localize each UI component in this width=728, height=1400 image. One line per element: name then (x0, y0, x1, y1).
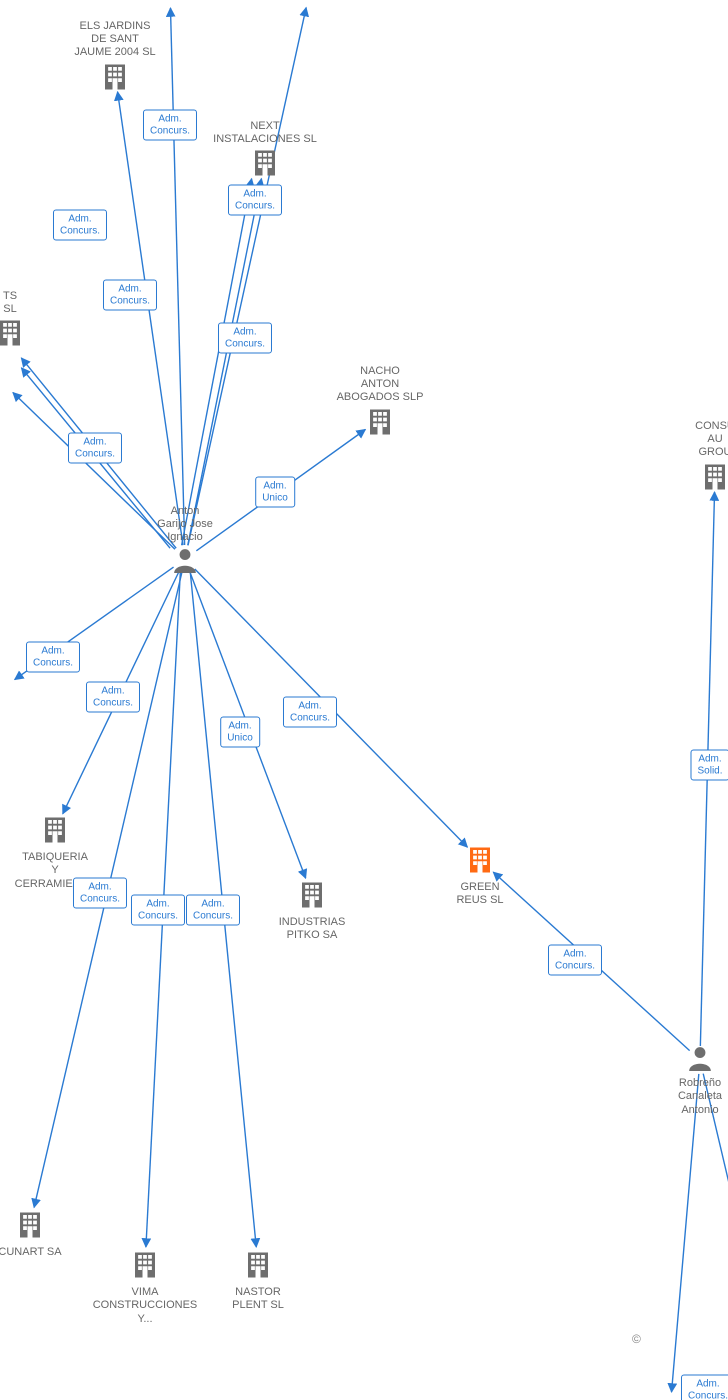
node-label-line: DE SANT (55, 33, 175, 46)
node-nastor[interactable]: NASTORPLENT SL (198, 1250, 318, 1313)
edge-label: Adm.Concurs. (103, 280, 157, 311)
edge-label: Adm.Concurs. (548, 945, 602, 976)
edge-label: Adm.Concurs. (68, 433, 122, 464)
edge-label: Adm.Concurs. (26, 642, 80, 673)
node-label-line: Antonio (640, 1104, 728, 1117)
node-label-line: PITKO SA (252, 929, 372, 942)
node-label: RobreñoCanaletaAntonio (640, 1077, 728, 1117)
node-label: AntonGarijo JoseIgnacio (125, 505, 245, 545)
edge-label: Adm.Concurs. (228, 185, 282, 216)
node-label-line: GREEN (420, 881, 540, 894)
edge-label: Adm.Concurs. (131, 895, 185, 926)
node-label-line: VIMA (85, 1286, 205, 1299)
person-icon (687, 1045, 713, 1071)
node-robreno[interactable]: RobreñoCanaletaAntonio (640, 1045, 728, 1117)
node-label-line: CONSU (655, 420, 728, 433)
edge-label: Adm.Concurs. (86, 682, 140, 713)
node-label-line: Anton (125, 505, 245, 518)
node-consu[interactable]: CONSUAUGROU (655, 420, 728, 496)
node-label: NACHOANTONABOGADOS SLP (320, 365, 440, 405)
node-label: TSSL (0, 290, 70, 316)
building-icon (365, 407, 395, 437)
edge-label: Adm.Concurs. (53, 210, 107, 241)
copyright-mark: © (632, 1332, 641, 1346)
node-vima[interactable]: VIMACONSTRUCCIONESY... (85, 1250, 205, 1326)
edge-label: Adm.Concurs. (218, 323, 272, 354)
edge-line (188, 179, 262, 546)
node-label-line: JAUME 2004 SL (55, 46, 175, 59)
node-nacho[interactable]: NACHOANTONABOGADOS SLP (320, 365, 440, 441)
building-icon (15, 1210, 45, 1240)
node-label-line: AU (655, 433, 728, 446)
node-label-line: Garijo Jose (125, 518, 245, 531)
node-industrias[interactable]: INDUSTRIASPITKO SA (252, 880, 372, 943)
edge-label: Adm.Concurs. (143, 110, 197, 141)
edge-line (672, 1074, 699, 1392)
node-label-line: Ignacio (125, 531, 245, 544)
node-label-line: TS (0, 290, 70, 303)
building-icon (465, 845, 495, 875)
node-label-line: NEXT (205, 120, 325, 133)
node-anton[interactable]: AntonGarijo JoseIgnacio (125, 505, 245, 577)
edge-label: Adm.Concurs. (283, 697, 337, 728)
node-label-line: ANTON (320, 378, 440, 391)
edge-label: Adm.Concurs. (681, 1375, 728, 1400)
node-label-line: INSTALACIONES SL (205, 133, 325, 146)
node-label-line: TABIQUERIA (0, 851, 115, 864)
building-icon (0, 318, 25, 348)
person-icon (172, 547, 198, 573)
node-label-line: ELS JARDINS (55, 20, 175, 33)
node-label-line: Robreño (640, 1077, 728, 1090)
node-label-line: INDUSTRIAS (252, 916, 372, 929)
node-label-line: Y... (85, 1313, 205, 1326)
building-icon (40, 815, 70, 845)
node-ts_sl[interactable]: TSSL (0, 290, 70, 353)
node-label-line: ABOGADOS SLP (320, 391, 440, 404)
edge-line (118, 92, 183, 545)
node-label-line: NACHO (320, 365, 440, 378)
node-label-line: CUNART SA (0, 1246, 90, 1259)
edge-label: Adm.Concurs. (186, 895, 240, 926)
building-icon (100, 62, 130, 92)
building-icon (297, 880, 327, 910)
node-label-line: Canaleta (640, 1090, 728, 1103)
node-label: CUNART SA (0, 1246, 90, 1259)
edge-line (182, 179, 252, 546)
edge-label: Adm.Concurs. (73, 878, 127, 909)
building-icon (130, 1250, 160, 1280)
node-label: ELS JARDINSDE SANTJAUME 2004 SL (55, 20, 175, 60)
node-cunart[interactable]: CUNART SA (0, 1210, 90, 1259)
building-icon (243, 1250, 273, 1280)
node-green_reus[interactable]: GREENREUS SL (420, 845, 540, 908)
edge-label: Adm.Unico (220, 717, 260, 748)
node-label-line: GROU (655, 446, 728, 459)
node-label-line: SL (0, 303, 70, 316)
node-label-line: PLENT SL (198, 1299, 318, 1312)
node-label: INDUSTRIASPITKO SA (252, 916, 372, 942)
node-label: VIMACONSTRUCCIONESY... (85, 1286, 205, 1326)
node-label-line: Y (0, 864, 115, 877)
edge-label: Adm.Solid. (690, 750, 728, 781)
node-label: GREENREUS SL (420, 881, 540, 907)
node-next_inst[interactable]: NEXTINSTALACIONES SL (205, 120, 325, 183)
node-els_jardins[interactable]: ELS JARDINSDE SANTJAUME 2004 SL (55, 20, 175, 96)
node-label: CONSUAUGROU (655, 420, 728, 460)
edge-line (188, 8, 306, 546)
node-label: NASTORPLENT SL (198, 1286, 318, 1312)
node-label-line: NASTOR (198, 1286, 318, 1299)
edge-label: Adm.Unico (255, 477, 295, 508)
building-icon (700, 462, 728, 492)
node-label: NEXTINSTALACIONES SL (205, 120, 325, 146)
node-label-line: REUS SL (420, 894, 540, 907)
node-label-line: CONSTRUCCIONES (85, 1299, 205, 1312)
building-icon (250, 148, 280, 178)
